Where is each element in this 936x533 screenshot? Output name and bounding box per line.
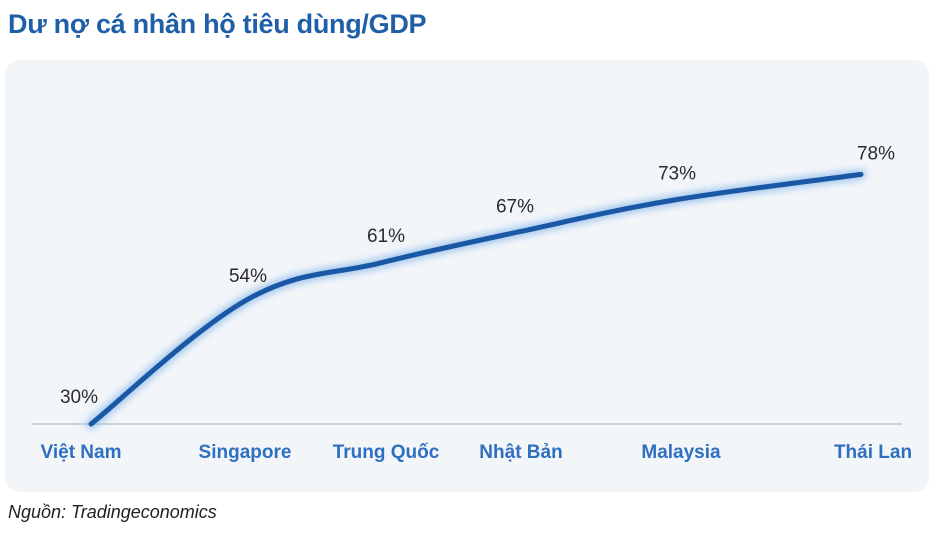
chart-title: Dư nợ cá nhân hộ tiêu dùng/GDP [8,9,427,39]
data-label: 67% [496,197,534,218]
data-label: 78% [857,143,895,164]
data-label: 73% [658,163,696,184]
x-tick-label: Thái Lan [834,442,912,463]
line-chart: 30% 54% 61% 67% 73% 78% Việt Nam Singapore Trung… [32,143,912,463]
x-tick-label: Nhật Bản [479,442,562,463]
x-tick-label: Trung Quốc [333,442,440,463]
data-label: 61% [367,226,405,247]
chart-panel: 30% 54% 61% 67% 73% 78% Việt Nam Singapore Trung… [5,60,929,492]
source-note: Nguồn: Tradingeconomics [8,502,217,522]
x-tick-label: Singapore [199,442,292,463]
series-line-glow [86,169,866,429]
x-tick-label: Malaysia [641,442,721,463]
data-label: 30% [60,387,98,408]
series-line [88,171,864,427]
data-label: 54% [229,266,267,287]
x-tick-label: Việt Nam [41,442,122,463]
